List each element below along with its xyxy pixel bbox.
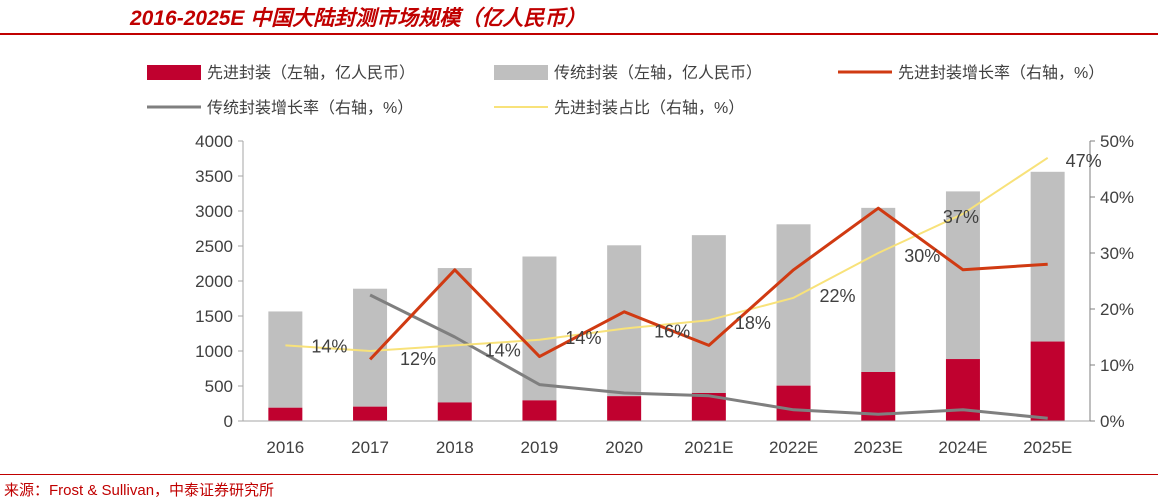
share-label-2019: 14% bbox=[565, 328, 601, 348]
left-tick-label-1000: 1000 bbox=[195, 342, 233, 361]
traditional-bar-2022E bbox=[776, 224, 811, 386]
x-tick-label-2025E: 2025E bbox=[1023, 438, 1072, 457]
x-tick-label-2018: 2018 bbox=[436, 438, 474, 457]
x-tick-label-2022E: 2022E bbox=[769, 438, 818, 457]
legend-label-2: 先进封装增长率（右轴，%） bbox=[898, 64, 1104, 82]
traditional-bar-2019 bbox=[522, 256, 557, 401]
left-tick-label-2500: 2500 bbox=[195, 237, 233, 256]
left-tick-label-4000: 4000 bbox=[195, 132, 233, 151]
source-divider bbox=[0, 474, 1158, 475]
legend-swatch-1 bbox=[494, 65, 548, 80]
advanced-bar-2016 bbox=[268, 407, 303, 421]
share-label-2022E: 22% bbox=[820, 286, 856, 306]
advanced-bar-2018 bbox=[437, 402, 472, 421]
traditional-bar-2023E bbox=[861, 207, 896, 372]
x-tick-label-2021E: 2021E bbox=[684, 438, 733, 457]
traditional-bar-2025E bbox=[1030, 171, 1065, 342]
share-label-2024E: 37% bbox=[943, 207, 979, 227]
legend: 先进封装（左轴，亿人民币） 传统封装（左轴，亿人民币） 先进封装增长率（右轴，%） 传… bbox=[147, 64, 1104, 117]
advanced-bar-2025E bbox=[1030, 341, 1065, 421]
share-label-2023E: 30% bbox=[904, 246, 940, 266]
title-divider bbox=[0, 33, 1158, 35]
advanced-bar-2022E bbox=[776, 385, 811, 421]
share-label-2017: 12% bbox=[400, 349, 436, 369]
right-tick-label-1: 10% bbox=[1100, 356, 1134, 375]
right-tick-label-4: 40% bbox=[1100, 188, 1134, 207]
right-tick-label-3: 30% bbox=[1100, 244, 1134, 263]
share-label-2018: 14% bbox=[485, 340, 521, 360]
chart-title: 2016-2025E 中国大陆封测市场规模（亿人民币） bbox=[130, 7, 587, 30]
axes-group: 0 500 1000 1500 2000 2500 3000 3500 4000 0% 10% 20%… bbox=[195, 132, 1134, 457]
x-tick-label-2017: 2017 bbox=[351, 438, 389, 457]
traditional-bar-2016 bbox=[268, 311, 303, 408]
legend-label-0: 先进封装（左轴，亿人民币） bbox=[207, 64, 415, 82]
traditional-growth-line bbox=[369, 293, 1048, 420]
legend-label-1: 传统封装（左轴，亿人民币） bbox=[554, 64, 762, 82]
advanced-bar-2019 bbox=[522, 400, 557, 421]
right-tick-label-0: 0% bbox=[1100, 412, 1125, 431]
right-tick-label-2: 20% bbox=[1100, 300, 1134, 319]
left-tick-label-3500: 3500 bbox=[195, 167, 233, 186]
x-tick-label-2019: 2019 bbox=[521, 438, 559, 457]
traditional-bar-2018 bbox=[437, 268, 472, 403]
traditional-bar-2021E bbox=[691, 235, 726, 393]
share-label-2021E: 18% bbox=[735, 313, 771, 333]
x-tick-label-2020: 2020 bbox=[605, 438, 643, 457]
advanced-bar-2017 bbox=[353, 406, 388, 421]
lines-group bbox=[285, 156, 1049, 420]
share-label-2016: 14% bbox=[311, 336, 347, 356]
x-tick-label-2016: 2016 bbox=[266, 438, 304, 457]
left-tick-label-3000: 3000 bbox=[195, 202, 233, 221]
advanced-growth-line bbox=[369, 206, 1048, 361]
advanced-bar-2020 bbox=[607, 396, 642, 421]
left-tick-label-500: 500 bbox=[205, 377, 233, 396]
legend-swatch-0 bbox=[147, 65, 201, 80]
bars-group bbox=[268, 171, 1065, 421]
legend-label-4: 先进封装占比（右轴，%） bbox=[554, 99, 744, 117]
traditional-bar-2020 bbox=[607, 245, 642, 397]
left-tick-label-0: 0 bbox=[224, 412, 233, 431]
share-label-2025E: 47% bbox=[1066, 151, 1102, 171]
left-tick-label-1500: 1500 bbox=[195, 307, 233, 326]
share-label-2020: 16% bbox=[654, 322, 690, 342]
legend-label-3: 传统封装增长率（右轴，%） bbox=[207, 99, 413, 117]
data-labels-group: 14% 12% 14% 14% 16% 18% 22% 30%37% 47% bbox=[311, 151, 1101, 369]
x-tick-label-2023E: 2023E bbox=[854, 438, 903, 457]
source-note: 来源：Frost & Sullivan，中泰证券研究所 bbox=[4, 482, 275, 499]
right-tick-label-5: 50% bbox=[1100, 132, 1134, 151]
left-tick-label-2000: 2000 bbox=[195, 272, 233, 291]
x-tick-label-2024E: 2024E bbox=[938, 438, 987, 457]
advanced-share-line bbox=[285, 156, 1049, 352]
